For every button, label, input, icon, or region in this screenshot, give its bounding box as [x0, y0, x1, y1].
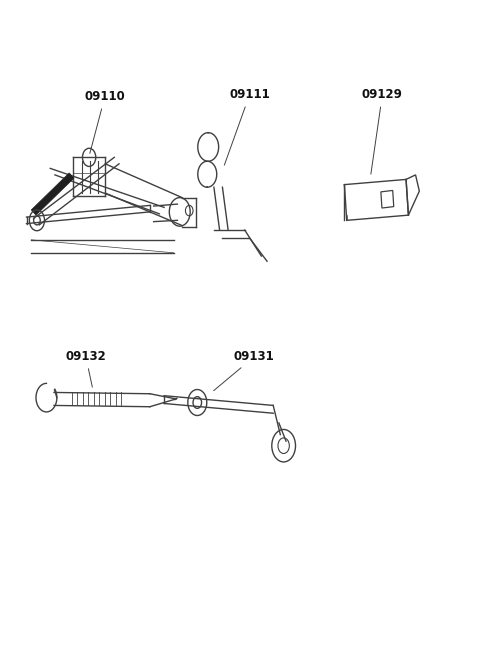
Text: 09110: 09110 — [84, 90, 125, 153]
Text: 09111: 09111 — [224, 88, 270, 165]
Polygon shape — [31, 173, 74, 215]
Text: 09129: 09129 — [362, 88, 403, 174]
Text: 09131: 09131 — [214, 350, 275, 390]
Text: 09132: 09132 — [65, 350, 106, 387]
Bar — [381, 191, 394, 208]
